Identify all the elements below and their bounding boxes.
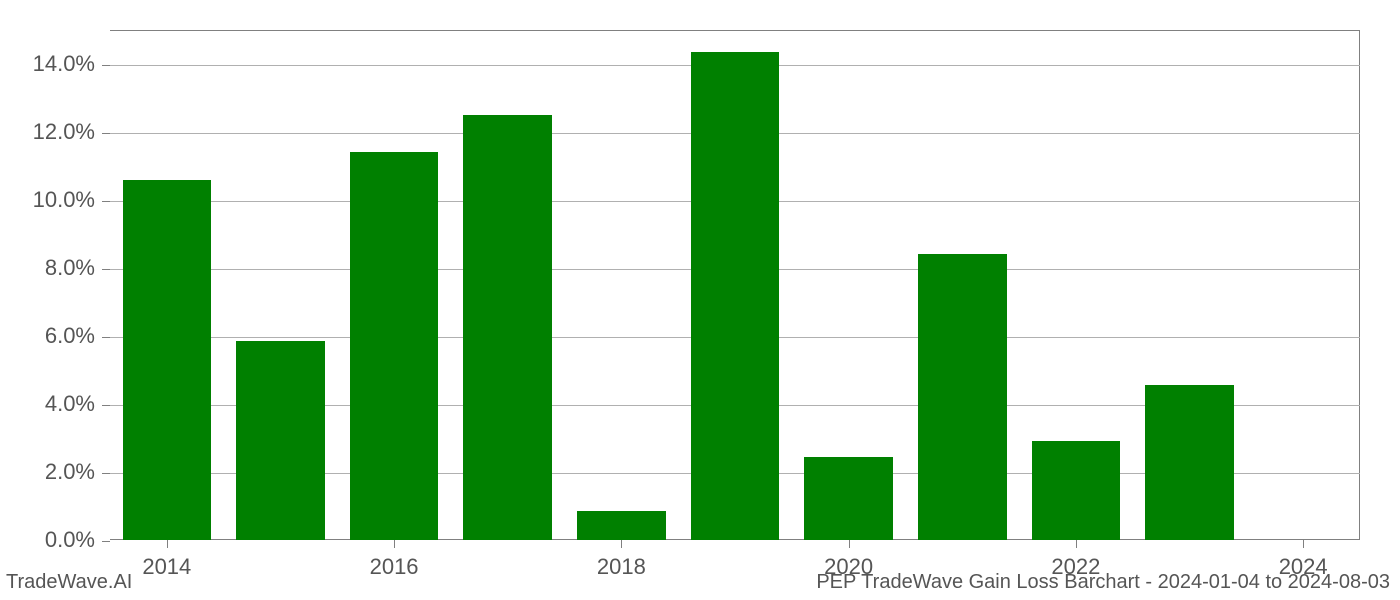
bar [236, 341, 325, 540]
x-tick-mark [167, 540, 168, 548]
bar [918, 254, 1007, 540]
bar [1145, 385, 1234, 540]
y-tick-label: 0.0% [0, 527, 95, 553]
y-tick-mark [102, 133, 110, 134]
footer-right-label: PEP TradeWave Gain Loss Barchart - 2024-… [816, 571, 1390, 594]
bar [1032, 441, 1121, 540]
footer-left-label: TradeWave.AI [6, 571, 132, 594]
y-tick-label: 6.0% [0, 323, 95, 349]
y-tick-label: 10.0% [0, 187, 95, 213]
y-tick-label: 12.0% [0, 119, 95, 145]
bar [691, 52, 780, 540]
y-tick-mark [102, 541, 110, 542]
x-tick-label: 2018 [597, 554, 646, 580]
x-tick-mark [621, 540, 622, 548]
x-tick-mark [1076, 540, 1077, 548]
y-tick-mark [102, 269, 110, 270]
x-tick-mark [394, 540, 395, 548]
bar [577, 511, 666, 540]
bar [350, 152, 439, 540]
plot-area: 201420162018202020222024 [110, 30, 1360, 540]
y-tick-mark [102, 473, 110, 474]
y-tick-label: 2.0% [0, 459, 95, 485]
y-tick-label: 4.0% [0, 391, 95, 417]
bar [123, 180, 212, 540]
y-tick-mark [102, 201, 110, 202]
y-tick-mark [102, 65, 110, 66]
y-tick-mark [102, 405, 110, 406]
x-tick-mark [1303, 540, 1304, 548]
y-tick-mark [102, 337, 110, 338]
y-tick-label: 14.0% [0, 51, 95, 77]
y-tick-label: 8.0% [0, 255, 95, 281]
x-tick-label: 2014 [142, 554, 191, 580]
x-tick-label: 2016 [370, 554, 419, 580]
bar-chart: 201420162018202020222024 [110, 30, 1360, 540]
bar [804, 457, 893, 540]
x-tick-mark [849, 540, 850, 548]
bar [463, 115, 552, 540]
